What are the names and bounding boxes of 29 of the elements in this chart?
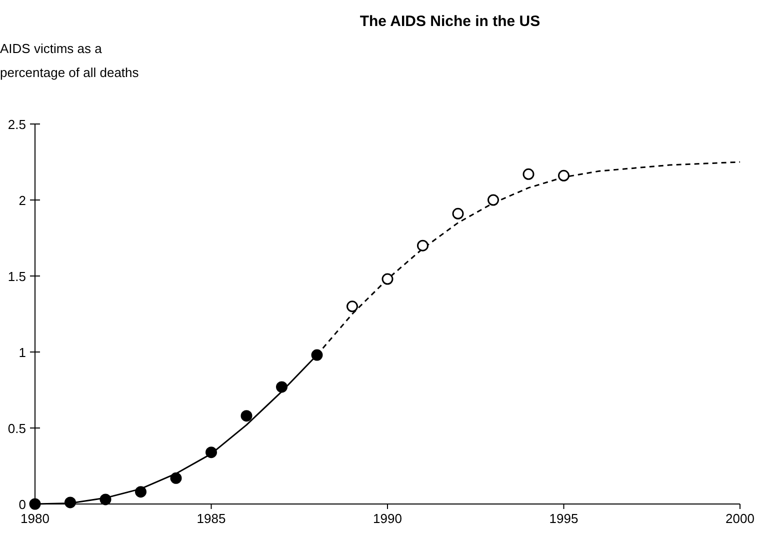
x-tick-label: 1980 — [20, 511, 50, 526]
x-tick-label: 2000 — [726, 511, 754, 526]
x-tick-label: 1995 — [549, 511, 578, 526]
x-tick-label: 1990 — [373, 511, 402, 526]
point — [240, 410, 252, 422]
chart-title: The AIDS Niche in the US — [360, 13, 540, 30]
point — [206, 446, 217, 458]
point — [64, 496, 76, 508]
y-tick-label: 2.5 — [8, 117, 26, 132]
y-tick-label: 0.5 — [8, 421, 26, 436]
point — [29, 498, 41, 510]
point — [382, 273, 394, 285]
point — [346, 300, 358, 312]
point — [135, 486, 146, 498]
x-tick-label: 1985 — [196, 511, 226, 526]
y-tick-label: 1.5 — [8, 269, 26, 284]
point — [417, 240, 428, 252]
point — [452, 208, 464, 220]
y-tick-label: 1 — [18, 345, 26, 360]
point — [311, 349, 323, 361]
y-tick-label: 0 — [18, 497, 26, 512]
point — [100, 494, 112, 506]
y-axis-title: AIDS victims as a percentage of all deaths — [0, 41, 140, 80]
y-tick-label: 2 — [18, 193, 26, 208]
point — [522, 168, 534, 180]
point — [170, 472, 182, 484]
point — [558, 170, 570, 182]
point — [488, 194, 499, 206]
point — [276, 381, 288, 393]
